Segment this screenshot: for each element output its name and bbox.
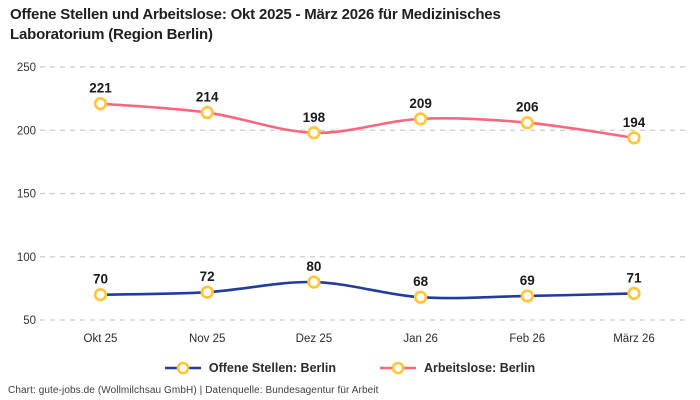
- data-point-label: 68: [413, 274, 429, 289]
- data-point-marker-offene-stellen-berlin: [520, 289, 534, 303]
- legend-marker-icon: [379, 361, 416, 375]
- data-point-label: 194: [623, 115, 646, 130]
- data-point-label: 209: [409, 96, 432, 111]
- x-tick-label-jan-26: Jan 26: [403, 333, 438, 345]
- data-point-marker-arbeitslose-berlin: [413, 112, 428, 126]
- legend-item-arbeitslose-berlin[interactable]: Arbeitslose: Berlin: [379, 361, 536, 375]
- data-point-label: 206: [516, 100, 539, 115]
- y-tick-label: 150: [17, 189, 36, 201]
- line-chart-plot-area: 50 100 150 200 250 Okt 25 Nov 25 Dez 25 Jan 26 Fe…: [17, 62, 690, 345]
- data-point-marker-offene-stellen-berlin: [413, 290, 428, 304]
- x-tick-label-dez-25: Dez 25: [296, 333, 332, 345]
- data-point-label: 198: [303, 110, 326, 125]
- data-point-label: 214: [196, 90, 219, 105]
- x-tick-label-märz-26: März 26: [613, 333, 655, 345]
- y-tick-label: 250: [17, 62, 36, 74]
- data-point-marker-offene-stellen-berlin: [93, 288, 108, 302]
- data-point-marker-arbeitslose-berlin: [93, 97, 108, 111]
- series-line-arbeitslose-berlin: [100, 102, 635, 140]
- data-point-label: 80: [306, 259, 321, 274]
- chart-title: Offene Stellen und Arbeitslose: Okt 2025…: [10, 6, 501, 43]
- data-point-marker-arbeitslose-berlin: [520, 116, 534, 130]
- data-point-label: 70: [93, 272, 108, 287]
- data-point-label: 69: [520, 273, 535, 288]
- x-tick-label-nov-25: Nov 25: [189, 333, 225, 345]
- data-point-marker-offene-stellen-berlin: [307, 275, 321, 289]
- chart-source-footer: Chart: gute-jobs.de (Wollmilchsau GmbH) …: [8, 385, 379, 396]
- data-point-marker-offene-stellen-berlin: [627, 286, 641, 301]
- data-point-marker-offene-stellen-berlin: [200, 285, 214, 299]
- data-point-marker-arbeitslose-berlin: [627, 131, 641, 145]
- legend-item-offene-stellen-berlin[interactable]: Offene Stellen: Berlin: [164, 361, 336, 375]
- chart-legend: Offene Stellen: Berlin Arbeitslose: Berli…: [0, 361, 700, 375]
- y-tick-label: 50: [23, 315, 36, 327]
- x-tick-label-okt-25: Okt 25: [84, 333, 118, 345]
- y-tick-label: 100: [17, 252, 36, 264]
- data-point-marker-arbeitslose-berlin: [307, 126, 321, 140]
- data-point-label: 221: [89, 81, 112, 96]
- data-point-marker-arbeitslose-berlin: [200, 105, 214, 120]
- legend-label: Offene Stellen: Berlin: [208, 361, 336, 375]
- data-point-label: 71: [626, 270, 642, 285]
- series-line-offene-stellen-berlin: [100, 280, 635, 300]
- y-tick-label: 200: [17, 125, 36, 137]
- data-point-label: 72: [200, 269, 215, 284]
- legend-label: Arbeitslose: Berlin: [423, 361, 536, 375]
- legend-marker-icon: [164, 361, 201, 375]
- x-tick-label-feb-26: Feb 26: [509, 333, 545, 345]
